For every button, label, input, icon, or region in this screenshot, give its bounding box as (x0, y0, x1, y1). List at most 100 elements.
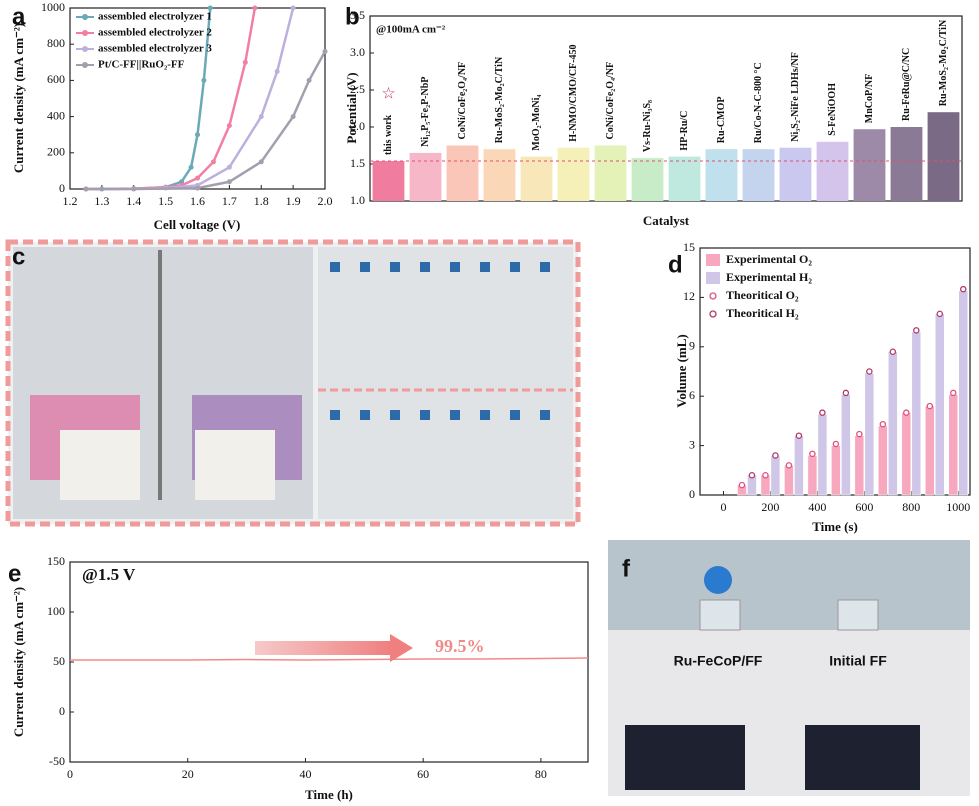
marker (832, 440, 840, 448)
legend-text: Theoritical O₂ (726, 288, 799, 302)
y-tick-label: -50 (49, 754, 65, 768)
annotation: @1.5 V (82, 565, 136, 584)
y-tick-label: 6 (689, 388, 695, 402)
bar (948, 394, 959, 496)
legend-marker (709, 292, 717, 300)
y-tick-label: 2.5 (350, 82, 365, 96)
bar (927, 112, 960, 201)
bar (668, 156, 701, 201)
bar (925, 405, 935, 496)
legend-text: Experimental H₂ (726, 270, 812, 284)
x-tick-label: 1.2 (63, 194, 78, 208)
category-label: CoNi/CoFe₂O₄/NF (457, 62, 468, 140)
photo-caption: Ru-FeCoP/FF (674, 653, 763, 669)
marker (879, 420, 887, 428)
legend-marker (82, 62, 88, 68)
bar (831, 445, 841, 496)
y-tick-label: 3.0 (350, 45, 365, 59)
x-tick-label: 20 (182, 767, 194, 781)
bar (631, 158, 664, 201)
data-point (179, 179, 185, 185)
marker (889, 348, 897, 355)
bar (878, 425, 888, 496)
marker (795, 432, 803, 439)
bar (911, 331, 922, 496)
panel-label: a (12, 3, 26, 30)
x-tick-label: 40 (299, 767, 311, 781)
cell (837, 599, 879, 631)
bar (409, 152, 442, 201)
bar (794, 435, 804, 496)
marker (819, 409, 826, 416)
x-tick-label: 1.3 (94, 194, 109, 208)
legend-text: Experimental O₂ (726, 252, 812, 266)
data-point (226, 164, 232, 170)
bar (888, 351, 898, 496)
data-point (290, 114, 296, 120)
marker (926, 402, 934, 410)
legend-marker (709, 310, 717, 318)
data-point (83, 186, 89, 192)
x-tick-label: 600 (855, 500, 873, 514)
data-point (252, 5, 258, 11)
category-label: H-NMO/CMO/CF-450 (568, 45, 579, 142)
category-label: this work (383, 114, 394, 155)
legend-marker (82, 14, 88, 20)
x-tick-label: 1000 (946, 500, 970, 514)
y-tick-label: 600 (47, 72, 65, 86)
y-tick-label: 400 (47, 108, 65, 122)
photo-c (5, 239, 581, 527)
panel-label: f (622, 555, 631, 582)
bar (817, 414, 828, 496)
category-label: Vs-Ru-Ni₃S₈ (642, 100, 653, 152)
y-tick-label: 0 (59, 704, 65, 718)
data-point (274, 68, 280, 74)
bar (935, 313, 945, 496)
bar (864, 372, 875, 496)
data-point (195, 175, 200, 181)
category-label: Ru-CMOP (716, 97, 727, 144)
y-tick-label: 0 (59, 181, 65, 195)
data-point (210, 159, 216, 165)
plot-frame (69, 561, 589, 763)
data-point (226, 179, 232, 185)
marker (762, 471, 769, 479)
x-tick-label: 2.0 (318, 194, 333, 208)
data-point (290, 5, 296, 11)
data-point (201, 77, 207, 83)
data-point (258, 159, 264, 165)
legend-swatch (706, 272, 720, 284)
marker (772, 452, 779, 459)
panel-label: b (345, 3, 360, 30)
panel-label: d (668, 251, 683, 278)
tubes (330, 262, 550, 420)
annotation: @100mA cm⁻² (376, 24, 446, 36)
marker (960, 285, 967, 293)
bar (446, 145, 479, 201)
bar (779, 147, 812, 201)
marker (903, 409, 910, 416)
x-tick-label: 80 (535, 767, 547, 781)
x-tick-label: 0 (720, 500, 726, 514)
y-tick-label: 1000 (41, 0, 65, 14)
x-axis-title: Time (h) (305, 787, 353, 802)
bar (483, 149, 516, 201)
y-axis-title: Volume (mL) (674, 334, 689, 408)
bar (520, 156, 553, 201)
cell (699, 599, 741, 631)
marker (738, 481, 746, 489)
legend-swatch (706, 254, 720, 266)
category-label: Ni₁₂P₅-Fe₂P-NbP (420, 77, 431, 147)
electrolyzer (60, 430, 140, 500)
x-tick-label: 200 (761, 500, 779, 514)
x-tick-label: 0 (67, 767, 73, 781)
bar (742, 149, 775, 201)
bar (594, 145, 627, 201)
marker (866, 368, 873, 375)
photo-f (608, 540, 970, 796)
y-tick-label: 50 (53, 654, 65, 668)
y-tick-label: 800 (47, 36, 65, 50)
category-label: Ru-FeRu@C/NC (901, 48, 912, 121)
bar (901, 412, 912, 496)
marker (950, 389, 957, 397)
